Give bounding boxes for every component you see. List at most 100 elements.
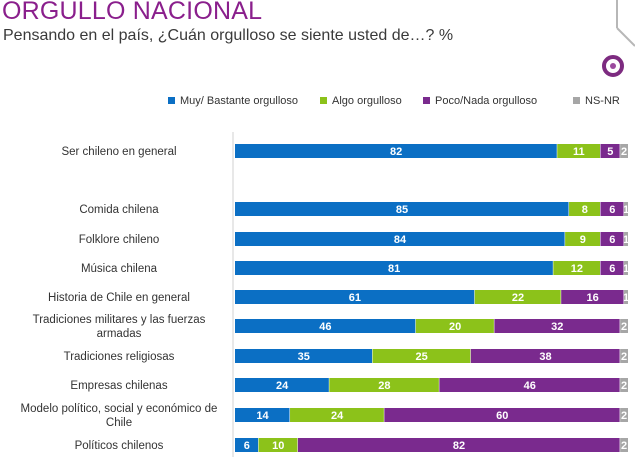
bar-segment-algo-orgulloso xyxy=(565,232,601,246)
legend-swatch-muy-bastante-orgulloso xyxy=(168,97,175,104)
bar-segment-poco-nada-orgulloso xyxy=(439,378,621,392)
bar-segment-muy-bastante-orgulloso xyxy=(235,202,570,216)
bar-segment-algo-orgulloso xyxy=(290,408,385,422)
data-label-poco-nada-orgulloso: 60 xyxy=(496,410,508,422)
bar-segment-poco-nada-orgulloso xyxy=(600,232,625,246)
data-label-ns-nr: 1 xyxy=(623,234,629,246)
bar-segment-muy-bastante-orgulloso xyxy=(235,319,416,333)
data-label-muy-bastante-orgulloso: 81 xyxy=(388,263,400,275)
data-label-muy-bastante-orgulloso: 14 xyxy=(256,410,269,422)
chart-subtitle: Pensando en el país, ¿Cuán orgulloso se … xyxy=(3,27,454,44)
data-label-muy-bastante-orgulloso: 85 xyxy=(396,204,408,216)
bar-segment-poco-nada-orgulloso xyxy=(600,144,621,158)
logo-mark xyxy=(602,0,635,77)
legend-label-algo-orgulloso: Algo orgulloso xyxy=(332,95,402,107)
bar-segment-algo-orgulloso xyxy=(258,438,298,452)
data-label-ns-nr: 2 xyxy=(621,321,627,333)
data-label-poco-nada-orgulloso: 46 xyxy=(524,380,536,392)
data-label-muy-bastante-orgulloso: 6 xyxy=(244,440,250,452)
category-label: Modelo político, social y económico de Ch… xyxy=(21,403,218,429)
bar-segment-ns-nr xyxy=(620,144,628,158)
bar-segment-ns-nr xyxy=(624,290,628,304)
bar-segment-algo-orgulloso xyxy=(569,202,601,216)
bar-segment-ns-nr xyxy=(624,261,628,275)
data-label-algo-orgulloso: 22 xyxy=(512,292,524,304)
data-label-muy-bastante-orgulloso: 61 xyxy=(349,292,361,304)
data-label-algo-orgulloso: 24 xyxy=(331,410,344,422)
data-label-poco-nada-orgulloso: 82 xyxy=(453,440,465,452)
legend-swatch-algo-orgulloso xyxy=(320,97,327,104)
data-label-muy-bastante-orgulloso: 82 xyxy=(390,146,402,158)
bar-segment-algo-orgulloso xyxy=(329,378,440,392)
bar-segment-muy-bastante-orgulloso xyxy=(235,144,558,158)
bar-segment-algo-orgulloso xyxy=(372,349,471,363)
category-label: Comida chilena xyxy=(79,204,159,216)
bar-segment-ns-nr xyxy=(620,408,628,422)
data-label-muy-bastante-orgulloso: 35 xyxy=(298,351,310,363)
data-label-ns-nr: 1 xyxy=(623,292,629,304)
legend-label-muy-bastante-orgulloso: Muy/ Bastante orgulloso xyxy=(180,95,298,107)
data-label-muy-bastante-orgulloso: 46 xyxy=(319,321,331,333)
bars: 82 11 5 285 8 6 184 9 6 181 12 6 161 22 16 146 20 32 235 25… xyxy=(235,144,629,452)
bar-segment-poco-nada-orgulloso xyxy=(600,261,625,275)
data-label-muy-bastante-orgulloso: 84 xyxy=(394,234,407,246)
data-label-ns-nr: 1 xyxy=(623,204,629,216)
data-label-poco-nada-orgulloso: 16 xyxy=(587,292,599,304)
bar-segment-poco-nada-orgulloso xyxy=(297,438,621,452)
bar-segment-poco-nada-orgulloso xyxy=(561,290,625,304)
data-label-ns-nr: 2 xyxy=(621,410,627,422)
bar-segment-ns-nr xyxy=(624,202,628,216)
bar-segment-ns-nr xyxy=(624,232,628,246)
legend-swatch-ns-nr xyxy=(573,97,580,104)
category-labels: Ser chileno en general Comida chilena Folk… xyxy=(21,146,218,452)
bar-segment-muy-bastante-orgulloso xyxy=(235,290,475,304)
data-label-poco-nada-orgulloso: 6 xyxy=(609,263,615,275)
data-label-algo-orgulloso: 28 xyxy=(378,380,390,392)
bar-segment-muy-bastante-orgulloso xyxy=(235,378,330,392)
data-label-algo-orgulloso: 11 xyxy=(573,146,585,158)
bar-segment-algo-orgulloso xyxy=(474,290,562,304)
bar-segment-ns-nr xyxy=(620,438,628,452)
bar-segment-poco-nada-orgulloso xyxy=(470,349,621,363)
legend: Muy/ Bastante orgulloso Algo orgulloso Poc… xyxy=(168,95,620,107)
bar-segment-muy-bastante-orgulloso xyxy=(235,408,291,422)
data-label-algo-orgulloso: 20 xyxy=(449,321,461,333)
bar-segment-poco-nada-orgulloso xyxy=(384,408,621,422)
bar-segment-ns-nr xyxy=(620,378,628,392)
category-label: Políticos chilenos xyxy=(75,440,164,452)
bar-segment-algo-orgulloso xyxy=(557,144,601,158)
data-label-poco-nada-orgulloso: 38 xyxy=(539,351,551,363)
data-label-algo-orgulloso: 9 xyxy=(580,234,586,246)
data-label-ns-nr: 2 xyxy=(621,380,627,392)
data-label-algo-orgulloso: 25 xyxy=(416,351,428,363)
data-label-muy-bastante-orgulloso: 24 xyxy=(276,380,289,392)
data-label-ns-nr: 2 xyxy=(621,351,627,363)
bar-segment-poco-nada-orgulloso xyxy=(600,202,625,216)
legend-swatch-poco-nada-orgulloso xyxy=(423,97,430,104)
category-label: Historia de Chile en general xyxy=(48,292,190,304)
data-label-poco-nada-orgulloso: 6 xyxy=(609,234,615,246)
data-label-ns-nr: 2 xyxy=(621,146,627,158)
legend-label-ns-nr: NS-NR xyxy=(585,95,620,107)
bar-segment-ns-nr xyxy=(620,319,628,333)
category-label: Tradiciones religiosas xyxy=(64,351,175,363)
bar-segment-algo-orgulloso xyxy=(415,319,495,333)
bar-segment-poco-nada-orgulloso xyxy=(494,319,621,333)
bar-segment-muy-bastante-orgulloso xyxy=(235,261,554,275)
data-label-poco-nada-orgulloso: 6 xyxy=(609,204,615,216)
bar-segment-muy-bastante-orgulloso xyxy=(235,232,566,246)
data-label-ns-nr: 2 xyxy=(621,440,627,452)
data-label-algo-orgulloso: 12 xyxy=(571,263,583,275)
category-label: Tradiciones militares y las fuerzas armad… xyxy=(33,314,206,340)
data-label-algo-orgulloso: 10 xyxy=(272,440,284,452)
bar-segment-algo-orgulloso xyxy=(553,261,601,275)
category-label: Ser chileno en general xyxy=(61,146,176,158)
data-label-poco-nada-orgulloso: 5 xyxy=(607,146,613,158)
bar-segment-muy-bastante-orgulloso xyxy=(235,438,259,452)
category-label: Folklore chileno xyxy=(79,234,160,246)
legend-label-poco-nada-orgulloso: Poco/Nada orgulloso xyxy=(435,95,537,107)
data-label-poco-nada-orgulloso: 32 xyxy=(551,321,563,333)
chart-title: ORGULLO NACIONAL xyxy=(2,0,263,25)
data-label-ns-nr: 1 xyxy=(623,263,629,275)
